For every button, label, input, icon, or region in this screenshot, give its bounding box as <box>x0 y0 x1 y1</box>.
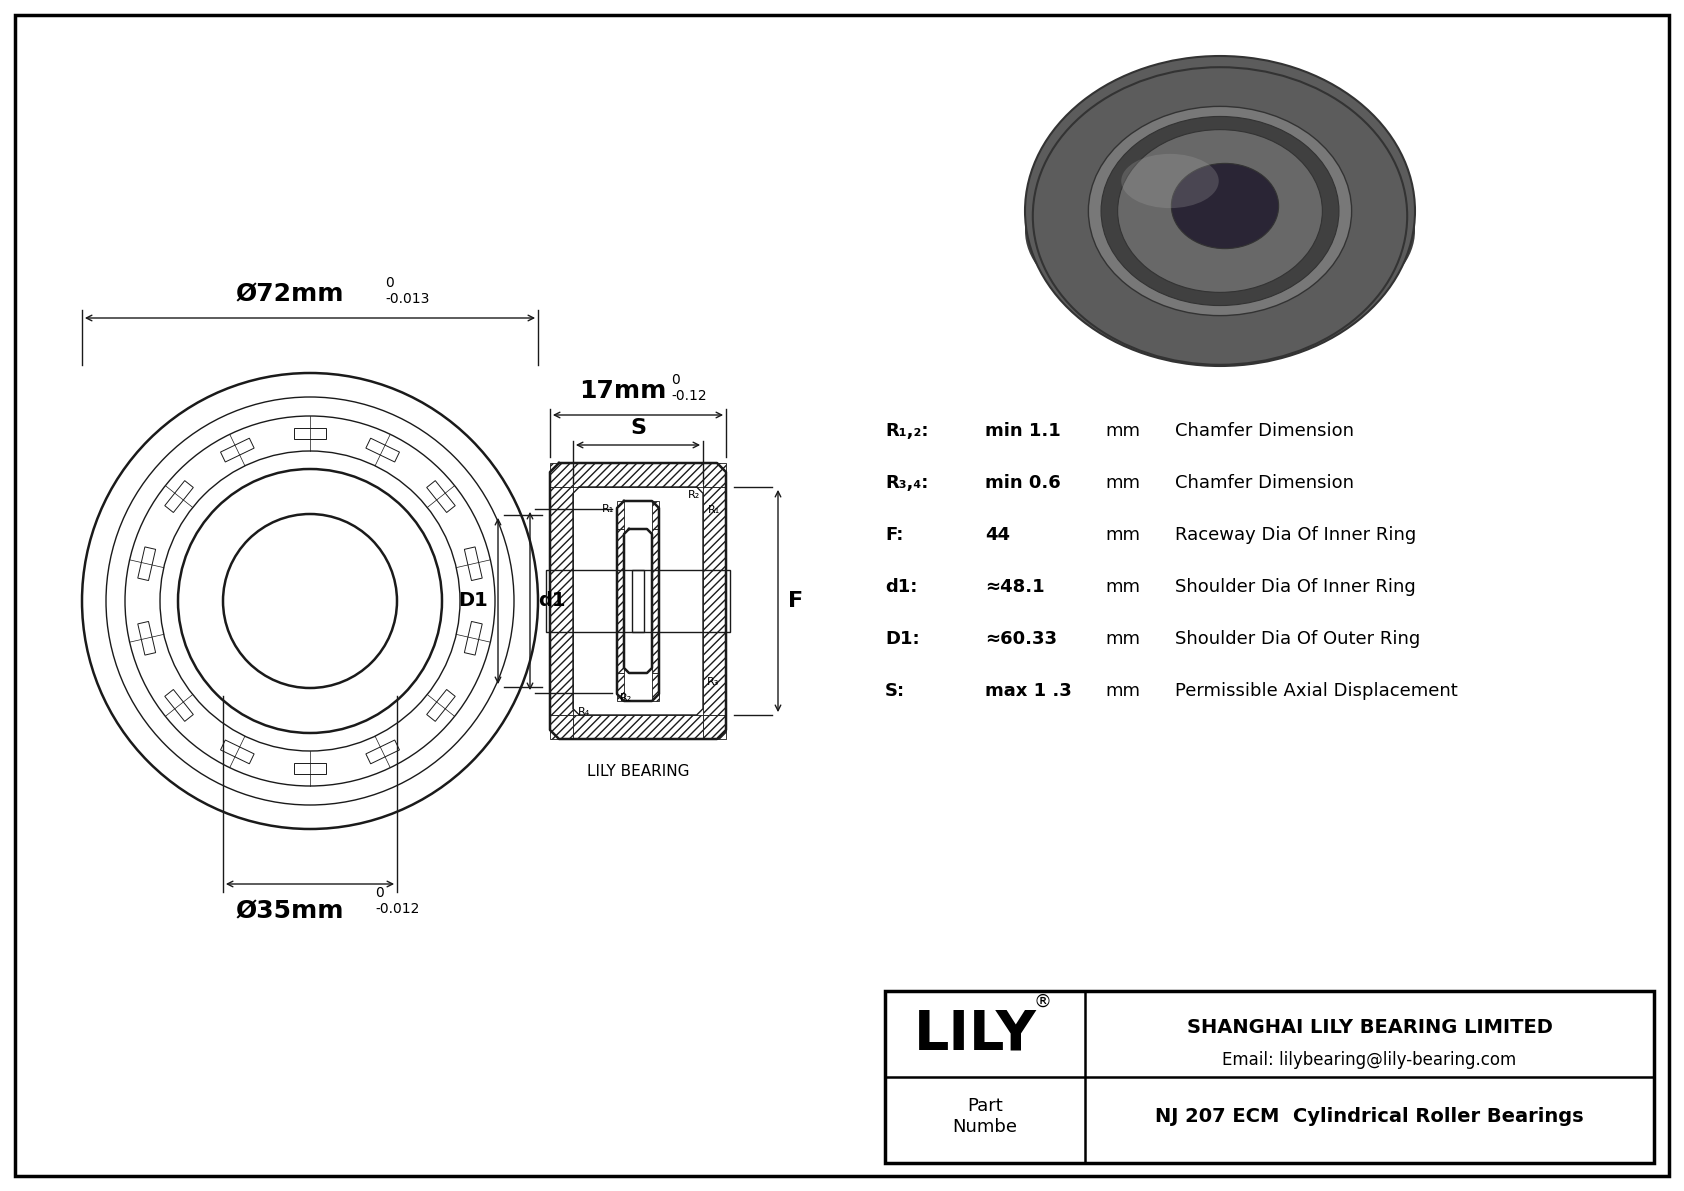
Bar <box>295 763 327 774</box>
Text: -0.012: -0.012 <box>376 902 419 916</box>
Text: D1:: D1: <box>886 630 919 648</box>
Bar <box>616 501 625 529</box>
Bar <box>365 740 399 763</box>
Bar <box>573 463 702 487</box>
Text: Ø72mm: Ø72mm <box>236 282 344 306</box>
Bar <box>165 690 194 722</box>
Text: S:: S: <box>886 682 904 700</box>
Text: Email: lilybearing@lily-bearing.com: Email: lilybearing@lily-bearing.com <box>1223 1050 1517 1068</box>
Text: SHANGHAI LILY BEARING LIMITED: SHANGHAI LILY BEARING LIMITED <box>1187 1017 1553 1036</box>
Bar <box>165 481 194 512</box>
Text: LILY BEARING: LILY BEARING <box>586 763 689 779</box>
Text: S: S <box>630 418 647 438</box>
Text: ®: ® <box>1034 993 1052 1011</box>
Bar <box>546 570 643 632</box>
Text: ≈60.33: ≈60.33 <box>985 630 1058 648</box>
Text: R₂: R₂ <box>620 693 632 703</box>
Text: Part
Numbe: Part Numbe <box>953 1097 1017 1136</box>
Ellipse shape <box>1026 56 1415 366</box>
Ellipse shape <box>1026 130 1415 332</box>
Text: F:: F: <box>886 526 903 544</box>
Text: R₄: R₄ <box>578 707 591 717</box>
Bar <box>465 547 482 580</box>
Text: R₃: R₃ <box>707 676 719 687</box>
Bar <box>616 673 625 701</box>
Bar <box>702 715 726 738</box>
Text: D1: D1 <box>458 592 488 611</box>
Bar <box>652 501 658 529</box>
Bar <box>652 673 658 701</box>
Bar <box>551 463 573 487</box>
Text: Raceway Dia Of Inner Ring: Raceway Dia Of Inner Ring <box>1175 526 1416 544</box>
Text: d1:: d1: <box>886 578 918 596</box>
Bar <box>551 715 573 738</box>
Text: Chamfer Dimension: Chamfer Dimension <box>1175 422 1354 439</box>
Text: R₁: R₁ <box>707 505 721 515</box>
Text: R₃,₄:: R₃,₄: <box>886 474 928 492</box>
Text: Ø35mm: Ø35mm <box>236 899 344 923</box>
Text: d1: d1 <box>537 592 566 611</box>
Bar <box>702 487 726 715</box>
Text: -0.013: -0.013 <box>386 292 429 306</box>
Bar <box>138 547 155 580</box>
Text: Shoulder Dia Of Outer Ring: Shoulder Dia Of Outer Ring <box>1175 630 1420 648</box>
Bar <box>573 715 702 738</box>
Text: mm: mm <box>1105 474 1140 492</box>
Text: min 0.6: min 0.6 <box>985 474 1061 492</box>
Text: mm: mm <box>1105 422 1140 439</box>
Bar <box>365 438 399 462</box>
Text: Shoulder Dia Of Inner Ring: Shoulder Dia Of Inner Ring <box>1175 578 1416 596</box>
Bar <box>465 622 482 655</box>
Bar <box>886 991 1654 1162</box>
Text: mm: mm <box>1105 526 1140 544</box>
Text: Permissible Axial Displacement: Permissible Axial Displacement <box>1175 682 1458 700</box>
Bar <box>295 428 327 439</box>
Text: min 1.1: min 1.1 <box>985 422 1061 439</box>
Text: mm: mm <box>1105 578 1140 596</box>
Text: ≈48.1: ≈48.1 <box>985 578 1044 596</box>
Bar <box>426 481 455 512</box>
Bar <box>632 570 729 632</box>
Text: F: F <box>788 591 803 611</box>
Text: 44: 44 <box>985 526 1010 544</box>
Text: mm: mm <box>1105 682 1140 700</box>
Ellipse shape <box>1122 154 1219 208</box>
Text: R₁: R₁ <box>601 504 615 515</box>
Bar <box>221 438 254 462</box>
Bar <box>616 529 625 673</box>
Bar <box>426 690 455 722</box>
Ellipse shape <box>1172 163 1278 249</box>
Text: LILY: LILY <box>913 1008 1036 1061</box>
Text: mm: mm <box>1105 630 1140 648</box>
Text: R₁,₂:: R₁,₂: <box>886 422 928 439</box>
Text: 17mm: 17mm <box>579 379 667 403</box>
Bar <box>138 622 155 655</box>
Text: 0: 0 <box>386 276 394 289</box>
Text: R₂: R₂ <box>687 490 701 500</box>
Bar <box>221 740 254 763</box>
Text: 0: 0 <box>376 886 384 900</box>
Text: Chamfer Dimension: Chamfer Dimension <box>1175 474 1354 492</box>
Ellipse shape <box>1088 106 1352 316</box>
Bar <box>702 463 726 487</box>
Ellipse shape <box>1101 117 1339 306</box>
Text: -0.12: -0.12 <box>670 389 707 403</box>
Bar <box>652 529 658 673</box>
Ellipse shape <box>1118 130 1322 292</box>
Text: 0: 0 <box>670 373 680 387</box>
Bar <box>551 487 573 715</box>
Text: max 1 .3: max 1 .3 <box>985 682 1071 700</box>
Text: NJ 207 ECM  Cylindrical Roller Bearings: NJ 207 ECM Cylindrical Roller Bearings <box>1155 1108 1585 1125</box>
